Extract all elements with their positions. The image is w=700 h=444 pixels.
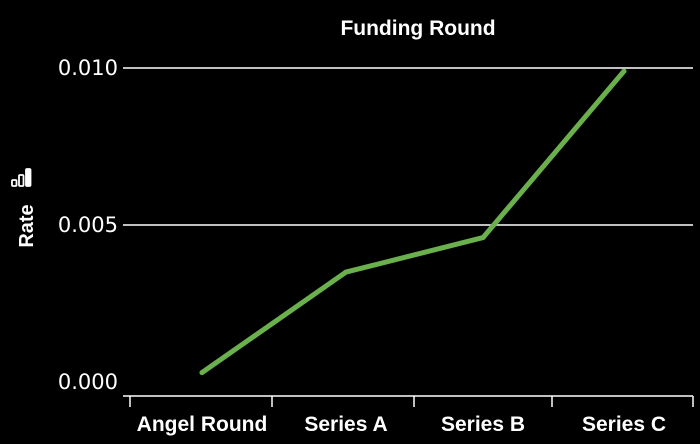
y-axis-label-group: Rate <box>11 168 38 248</box>
series-line <box>199 68 627 376</box>
bar-chart-icon <box>11 168 32 187</box>
y-tick-labels: 0.000 0.005 0.010 <box>58 56 118 394</box>
chart-title: Funding Round <box>340 17 495 40</box>
series-group <box>199 68 627 376</box>
data-point <box>621 68 627 74</box>
gridlines <box>123 67 693 226</box>
x-tick-label: Series C <box>582 413 666 436</box>
y-tick-label: 0.005 <box>58 213 118 237</box>
y-tick-label: 0.010 <box>58 56 118 80</box>
data-point <box>480 235 486 241</box>
data-point <box>343 269 349 275</box>
x-tick-label: Series A <box>304 413 387 436</box>
x-axis: Angel Round Series A Series B Series C <box>129 396 694 436</box>
data-point <box>199 370 205 376</box>
x-tick-label: Angel Round <box>137 413 268 436</box>
y-tick-label: 0.000 <box>58 370 118 394</box>
y-axis-label: Rate <box>16 204 38 247</box>
x-tick-label: Series B <box>441 413 525 436</box>
